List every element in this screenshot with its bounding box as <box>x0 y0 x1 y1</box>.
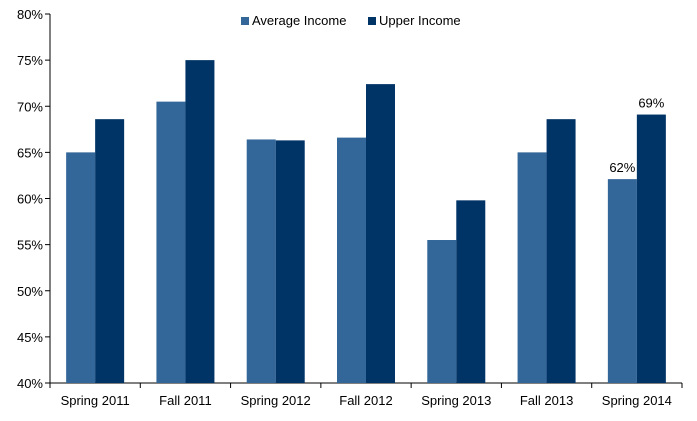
legend: Average Income Upper Income <box>241 13 461 28</box>
bar <box>156 101 186 383</box>
y-tick-label: 55% <box>17 238 43 253</box>
y-tick-label: 50% <box>17 284 43 299</box>
bar <box>636 114 666 384</box>
legend-label: Average Income <box>252 13 346 28</box>
y-tick-label: 60% <box>17 192 43 207</box>
x-tick-label: Fall 2011 <box>159 393 212 408</box>
bar <box>456 200 486 383</box>
bar <box>517 152 547 383</box>
bar <box>66 152 96 383</box>
y-tick-label: 45% <box>17 330 43 345</box>
data-labels: 62% 69% <box>609 96 664 176</box>
data-label: 69% <box>638 96 664 111</box>
x-tick-label: Fall 2013 <box>520 393 573 408</box>
data-label: 62% <box>609 160 635 175</box>
bar <box>246 139 276 383</box>
legend-label: Upper Income <box>379 13 461 28</box>
bar <box>95 119 125 383</box>
legend-swatch <box>368 17 376 25</box>
y-tick-label: 80% <box>17 7 43 22</box>
bar <box>607 179 637 383</box>
bar <box>427 240 457 383</box>
bars <box>66 60 666 384</box>
y-tick-label: 70% <box>17 99 43 114</box>
x-tick-label: Spring 2013 <box>421 393 491 408</box>
y-tick-label: 65% <box>17 145 43 160</box>
y-tick-label: 75% <box>17 53 43 68</box>
bar <box>185 60 215 383</box>
y-tick-label: 40% <box>17 376 43 391</box>
bar <box>366 84 395 384</box>
x-axis: Spring 2011 Fall 2011 Spring 2012 Fall 2012… <box>49 382 683 408</box>
x-tick-label: Spring 2012 <box>241 393 311 408</box>
y-axis: 40% 45% 50% 55% 60% 65% 70% 75% 80% <box>17 7 51 391</box>
x-tick-label: Spring 2011 <box>61 393 130 408</box>
bar <box>337 137 366 383</box>
x-tick-label: Spring 2014 <box>602 393 672 408</box>
legend-swatch <box>241 17 249 25</box>
bar <box>546 119 576 383</box>
bar <box>275 140 305 383</box>
x-tick-label: Fall 2012 <box>339 393 392 408</box>
